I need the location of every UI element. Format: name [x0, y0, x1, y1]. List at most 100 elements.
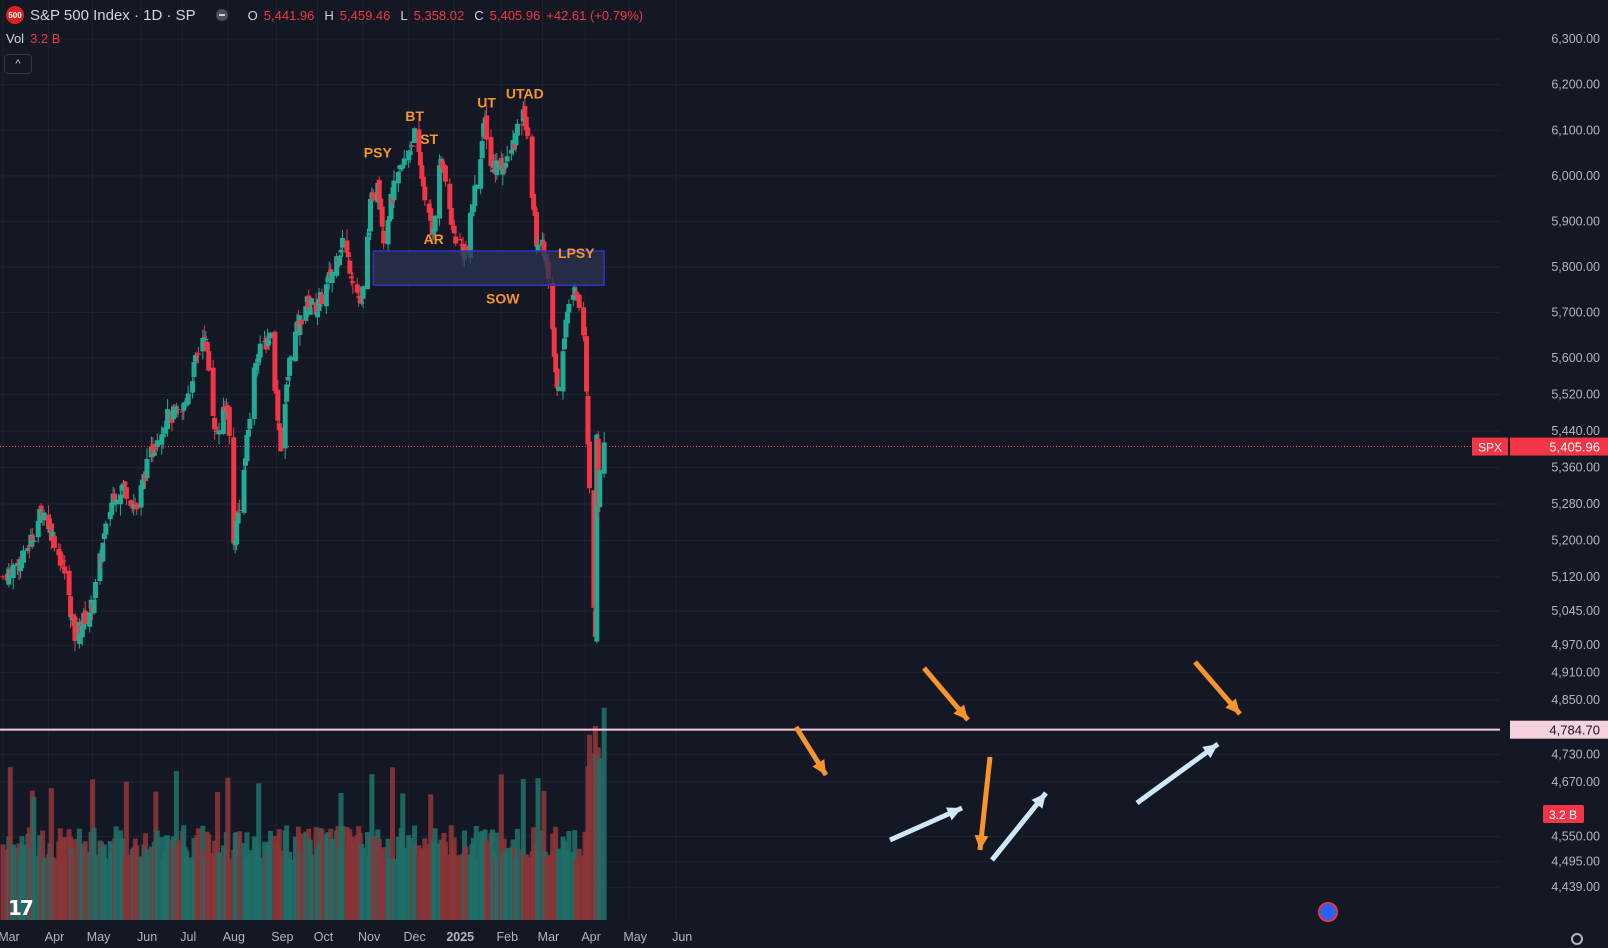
- settings-icon[interactable]: [1571, 933, 1583, 945]
- candle-body: [213, 430, 219, 432]
- low-label: L: [400, 7, 408, 23]
- hide-icon[interactable]: [215, 9, 228, 21]
- price-tick-label: 5,600.00: [1551, 351, 1600, 365]
- candle-body: [550, 282, 556, 330]
- candle-body: [151, 452, 157, 456]
- annotation-arrows: [793, 660, 1242, 862]
- volume-bar: [309, 854, 315, 920]
- volume-bar: [535, 778, 541, 920]
- tradingview-logo-icon[interactable]: 17: [8, 896, 34, 920]
- volume-bar: [389, 767, 395, 920]
- time-tick-label: Oct: [314, 930, 334, 944]
- price-tick-label: 6,300.00: [1551, 32, 1600, 46]
- candle-body: [489, 170, 495, 172]
- collapse-legend-button[interactable]: ^: [4, 54, 32, 74]
- candle-body: [307, 307, 313, 315]
- candle-body: [366, 232, 372, 236]
- candle-body: [79, 625, 85, 638]
- candle-body: [242, 458, 248, 466]
- volume-badge-label: 3.2 B: [1549, 808, 1577, 822]
- candle-body: [509, 150, 515, 154]
- volume-bar: [484, 840, 490, 920]
- candle-body: [306, 295, 312, 312]
- candle-body: [441, 164, 447, 166]
- candle-body: [244, 434, 250, 462]
- price-tick-label: 4,730.00: [1551, 748, 1600, 762]
- candle-body: [10, 564, 16, 578]
- candle-body: [407, 150, 413, 156]
- candle-body: [350, 281, 356, 284]
- candle-body: [470, 204, 476, 213]
- candle-body: [357, 295, 363, 304]
- volume-label: Vol: [6, 31, 25, 46]
- candle-body: [272, 331, 278, 391]
- candle-body: [370, 192, 376, 201]
- volume-bar: [185, 857, 191, 920]
- candle-body: [529, 136, 535, 198]
- volume-bar: [298, 833, 304, 920]
- volume-bar: [123, 781, 129, 920]
- candle-body: [303, 306, 309, 321]
- candle-body: [525, 127, 531, 136]
- candle-body: [563, 319, 569, 338]
- candle-body: [38, 505, 44, 510]
- candle-body: [122, 481, 128, 485]
- candle-body: [585, 395, 591, 445]
- volume-bar: [597, 757, 603, 920]
- orange-arrow-2-head: [953, 704, 968, 720]
- annotation-lpsy: LPSY: [558, 245, 595, 261]
- price-tick-label: 6,200.00: [1551, 78, 1600, 92]
- volume-bar: [175, 840, 181, 920]
- candle-body: [329, 271, 335, 284]
- candle-body: [179, 411, 185, 413]
- price-tick-label: 6,000.00: [1551, 169, 1600, 183]
- volume-bar: [340, 826, 346, 920]
- last-price-label: 5,405.96: [1549, 440, 1600, 455]
- candle-body: [107, 511, 113, 520]
- candle-body: [541, 241, 547, 257]
- volume-bar: [48, 788, 54, 920]
- high-value: 5,459.46: [339, 7, 391, 23]
- candle-body: [173, 406, 179, 415]
- volume-bar: [41, 857, 47, 920]
- price-tick-label: 5,900.00: [1551, 214, 1600, 228]
- candle-body: [288, 356, 294, 361]
- candle-body: [129, 507, 135, 509]
- volume-bar: [195, 828, 201, 920]
- price-tick-label: 5,120.00: [1551, 570, 1600, 584]
- candle-body: [216, 430, 222, 435]
- volume-bar: [278, 850, 284, 920]
- low-value: 5,358.02: [413, 7, 465, 23]
- annotation-ut: UT: [477, 94, 496, 110]
- candle-body: [426, 203, 432, 213]
- time-tick-label: Mar: [538, 930, 560, 944]
- candle-body: [564, 311, 570, 324]
- us-flag-icon[interactable]: [1318, 902, 1338, 922]
- candle-body: [113, 499, 119, 505]
- candle-body: [235, 512, 241, 524]
- volume-bar: [216, 852, 222, 920]
- annotation-sow: SOW: [486, 290, 520, 306]
- volume-bar: [566, 831, 572, 920]
- candle-body: [385, 220, 391, 245]
- candle-body: [447, 183, 453, 209]
- volume-legend: Vol 3.2 B: [6, 31, 60, 46]
- volume-bar: [586, 734, 592, 920]
- candle-body: [87, 612, 93, 627]
- close-value: 5,405.96: [489, 7, 541, 23]
- candle-body: [212, 417, 218, 430]
- candle-body: [298, 319, 304, 325]
- volume-bar: [10, 844, 16, 920]
- price-tick-label: 4,495.00: [1551, 855, 1600, 869]
- candle-body: [573, 291, 579, 297]
- volume-bar: [498, 774, 504, 920]
- symbol-title[interactable]: S&P 500 Index · 1D · SP: [30, 6, 196, 24]
- candle-body: [503, 162, 509, 168]
- candle-body: [586, 441, 592, 489]
- candle-body: [400, 164, 406, 169]
- candle-body: [201, 336, 207, 339]
- candle-body: [35, 520, 41, 538]
- candle-body: [287, 357, 293, 376]
